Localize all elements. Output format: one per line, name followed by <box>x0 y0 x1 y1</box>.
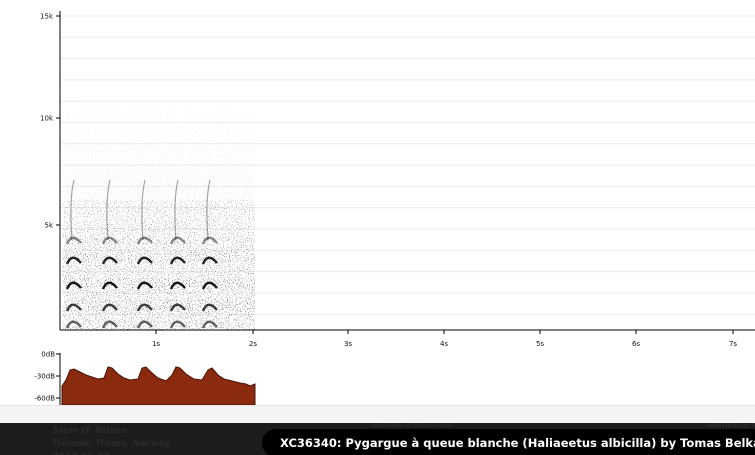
frequency-tick-label: 5k <box>44 222 53 230</box>
time-tick-label: 1s <box>152 340 160 348</box>
db-tick-label: -30dB <box>34 373 55 381</box>
time-tick-label: 4s <box>440 340 448 348</box>
call-syllable <box>65 179 82 329</box>
call-syllable <box>169 179 186 329</box>
recording-date: 2012-01-22 <box>52 451 170 455</box>
sound-energy-region <box>63 90 255 330</box>
recording-card[interactable]: Simon Feinstein <box>372 423 453 432</box>
energy-plot: 0dB -30dB -60dB <box>34 351 256 406</box>
recording-caption[interactable]: XC36340: Pygargue à queue blanche (Halia… <box>262 429 755 455</box>
recordist-name: Stein Ø. Nilsen <box>52 426 128 436</box>
call-syllable <box>136 179 153 329</box>
recording-card[interactable]: Stein Ø. Nilsen Tromsø, Troms, Norway 20… <box>52 425 170 455</box>
recordist-name: Simon Feinstein <box>372 423 453 430</box>
time-tick-label: 3s <box>344 340 352 348</box>
db-tick-label: 0dB <box>41 351 55 359</box>
db-ticks: 0dB -30dB -60dB <box>34 351 60 403</box>
frequency-tick-label: 10k <box>40 115 54 123</box>
time-tick-label: 5s <box>536 340 544 348</box>
time-ticks: 1s 2s 3s 4s 5s 6s 7s <box>152 330 737 348</box>
recording-location: Tromsø, Troms, Norway <box>52 439 171 449</box>
spectrogram-plot[interactable]: 15k 10k 5k 1s 2s 3s 4s 5s 6s 7s <box>0 0 755 350</box>
time-tick-label: 6s <box>632 340 640 348</box>
results-row-header <box>0 405 755 423</box>
call-syllables <box>65 179 218 329</box>
recordist-name: Annette H <box>708 423 755 430</box>
recording-card[interactable]: Annette H <box>708 423 755 432</box>
frequency-tick-label: 15k <box>40 13 54 21</box>
db-tick-label: -60dB <box>34 395 55 403</box>
time-tick-label: 7s <box>729 340 737 348</box>
call-syllable <box>101 179 118 329</box>
frequency-ticks: 15k 10k 5k <box>40 13 60 230</box>
call-syllable <box>201 179 218 329</box>
energy-envelope <box>61 366 256 406</box>
time-tick-label: 2s <box>249 340 257 348</box>
